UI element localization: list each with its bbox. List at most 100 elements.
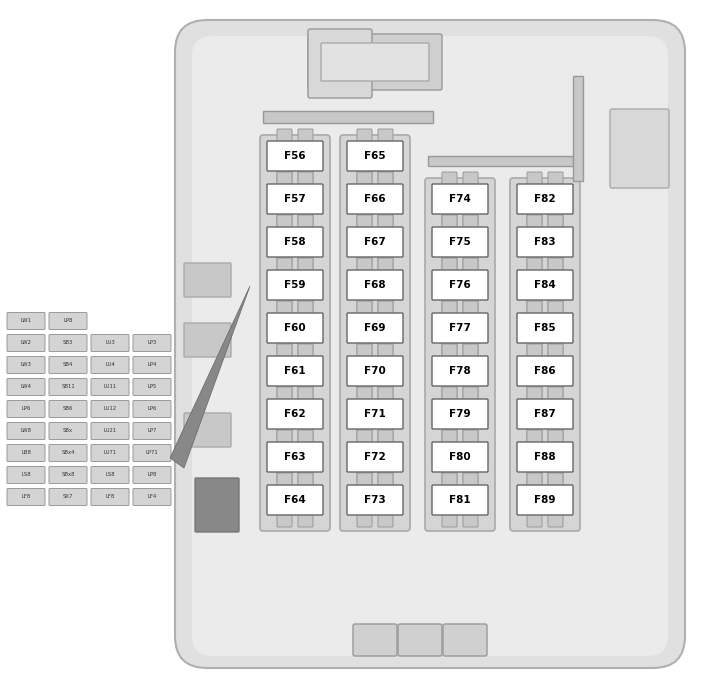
Text: F63: F63 <box>284 452 306 462</box>
Text: LB8: LB8 <box>21 451 31 456</box>
FancyBboxPatch shape <box>517 184 573 214</box>
FancyBboxPatch shape <box>298 299 313 312</box>
FancyBboxPatch shape <box>267 141 323 171</box>
FancyBboxPatch shape <box>347 313 403 343</box>
FancyBboxPatch shape <box>357 215 372 228</box>
FancyBboxPatch shape <box>277 471 292 484</box>
FancyBboxPatch shape <box>298 213 313 226</box>
Text: LF8: LF8 <box>105 495 115 499</box>
Text: F77: F77 <box>449 323 471 333</box>
Text: SBx4: SBx4 <box>61 451 75 456</box>
Text: F83: F83 <box>534 237 556 247</box>
FancyBboxPatch shape <box>378 385 393 398</box>
FancyBboxPatch shape <box>357 213 372 226</box>
FancyBboxPatch shape <box>49 466 87 484</box>
FancyBboxPatch shape <box>548 213 563 226</box>
FancyBboxPatch shape <box>277 344 292 357</box>
FancyBboxPatch shape <box>463 299 478 312</box>
FancyBboxPatch shape <box>442 342 457 355</box>
FancyBboxPatch shape <box>527 514 542 527</box>
FancyBboxPatch shape <box>347 184 403 214</box>
FancyBboxPatch shape <box>91 357 129 373</box>
FancyBboxPatch shape <box>133 423 171 440</box>
FancyBboxPatch shape <box>277 514 292 527</box>
FancyBboxPatch shape <box>463 256 478 269</box>
FancyBboxPatch shape <box>527 215 542 228</box>
Text: LU4: LU4 <box>105 362 115 368</box>
FancyBboxPatch shape <box>49 313 87 329</box>
Text: F78: F78 <box>449 366 471 376</box>
Text: F80: F80 <box>449 452 471 462</box>
FancyBboxPatch shape <box>548 471 563 484</box>
Text: F62: F62 <box>284 409 306 419</box>
FancyBboxPatch shape <box>260 135 330 531</box>
Text: LU12: LU12 <box>104 407 116 412</box>
FancyBboxPatch shape <box>548 256 563 269</box>
FancyBboxPatch shape <box>378 258 393 271</box>
Text: F71: F71 <box>364 409 386 419</box>
FancyBboxPatch shape <box>517 485 573 515</box>
FancyBboxPatch shape <box>298 215 313 228</box>
FancyBboxPatch shape <box>347 485 403 515</box>
FancyBboxPatch shape <box>298 471 313 484</box>
FancyBboxPatch shape <box>357 342 372 355</box>
FancyBboxPatch shape <box>442 301 457 314</box>
FancyBboxPatch shape <box>277 256 292 269</box>
FancyBboxPatch shape <box>378 129 393 142</box>
FancyBboxPatch shape <box>442 430 457 443</box>
FancyBboxPatch shape <box>527 301 542 314</box>
FancyBboxPatch shape <box>184 413 231 447</box>
FancyBboxPatch shape <box>133 379 171 396</box>
FancyBboxPatch shape <box>517 270 573 300</box>
FancyBboxPatch shape <box>527 344 542 357</box>
FancyBboxPatch shape <box>463 430 478 443</box>
FancyBboxPatch shape <box>357 129 372 142</box>
FancyBboxPatch shape <box>357 473 372 486</box>
FancyBboxPatch shape <box>347 270 403 300</box>
FancyBboxPatch shape <box>298 428 313 441</box>
FancyBboxPatch shape <box>548 430 563 443</box>
FancyBboxPatch shape <box>277 170 292 183</box>
FancyBboxPatch shape <box>277 129 292 142</box>
FancyBboxPatch shape <box>298 342 313 355</box>
Text: F85: F85 <box>534 323 556 333</box>
FancyBboxPatch shape <box>378 170 393 183</box>
FancyBboxPatch shape <box>463 385 478 398</box>
Text: F86: F86 <box>534 366 556 376</box>
FancyBboxPatch shape <box>49 357 87 373</box>
FancyBboxPatch shape <box>442 473 457 486</box>
Text: F64: F64 <box>284 495 306 505</box>
Text: LW1: LW1 <box>20 318 32 324</box>
Text: F68: F68 <box>364 280 386 290</box>
Text: F57: F57 <box>284 194 306 204</box>
Text: LS8: LS8 <box>105 473 115 477</box>
FancyBboxPatch shape <box>463 215 478 228</box>
Text: F56: F56 <box>284 151 306 161</box>
FancyBboxPatch shape <box>548 385 563 398</box>
FancyBboxPatch shape <box>527 342 542 355</box>
FancyBboxPatch shape <box>298 170 313 183</box>
Text: LW4: LW4 <box>20 384 32 390</box>
FancyBboxPatch shape <box>91 379 129 396</box>
FancyBboxPatch shape <box>277 301 292 314</box>
FancyBboxPatch shape <box>378 301 393 314</box>
FancyBboxPatch shape <box>378 428 393 441</box>
Text: SB4: SB4 <box>63 362 73 368</box>
Text: F70: F70 <box>364 366 386 376</box>
FancyBboxPatch shape <box>548 514 563 527</box>
FancyBboxPatch shape <box>432 356 488 386</box>
FancyBboxPatch shape <box>442 471 457 484</box>
FancyBboxPatch shape <box>357 258 372 271</box>
FancyBboxPatch shape <box>357 430 372 443</box>
FancyBboxPatch shape <box>425 178 495 531</box>
FancyBboxPatch shape <box>91 445 129 462</box>
FancyBboxPatch shape <box>49 379 87 396</box>
FancyBboxPatch shape <box>347 442 403 472</box>
FancyBboxPatch shape <box>277 215 292 228</box>
FancyBboxPatch shape <box>442 258 457 271</box>
Text: LS8: LS8 <box>21 473 31 477</box>
Text: LP5: LP5 <box>147 384 157 390</box>
Text: LU21: LU21 <box>104 429 116 434</box>
Text: LP7: LP7 <box>147 429 157 434</box>
FancyBboxPatch shape <box>7 379 45 396</box>
